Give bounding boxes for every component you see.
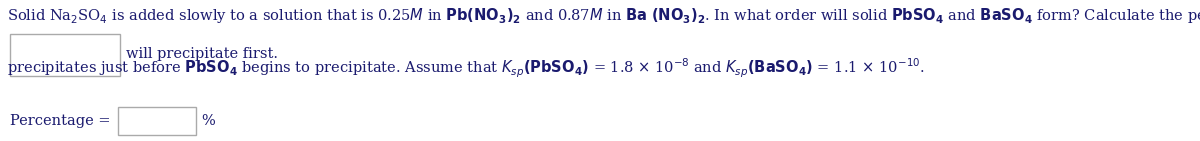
FancyBboxPatch shape	[118, 107, 196, 135]
Text: will precipitate first.: will precipitate first.	[126, 47, 278, 61]
Text: Solid Na$_2$SO$_4$ is added slowly to a solution that is 0.25$M$ in $\mathbf{Pb(: Solid Na$_2$SO$_4$ is added slowly to a …	[7, 4, 1200, 26]
Text: precipitates just before $\mathbf{PbSO_4}$ begins to precipitate. Assume that $K: precipitates just before $\mathbf{PbSO_4…	[7, 56, 925, 80]
Text: Percentage =: Percentage =	[10, 114, 110, 128]
Text: %: %	[202, 114, 215, 128]
FancyBboxPatch shape	[10, 34, 120, 76]
